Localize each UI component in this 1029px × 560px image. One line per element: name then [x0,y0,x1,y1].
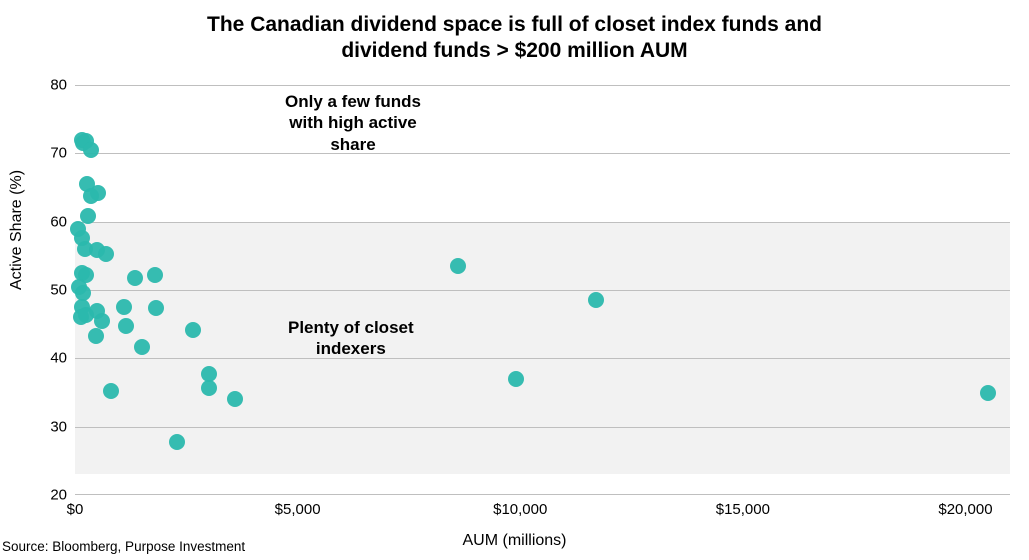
scatter-point [147,267,163,283]
scatter-point [83,188,99,204]
y-tick-label: 20 [50,487,67,504]
gridline [75,358,1010,359]
y-tick-label: 40 [50,350,67,367]
x-tick-label: $5,000 [275,501,321,518]
y-tick-label: 60 [50,213,67,230]
gridline [75,153,1010,154]
scatter-point [103,383,119,399]
scatter-point [88,328,104,344]
source-text: Source: Bloomberg, Purpose Investment [2,539,245,554]
scatter-point [118,318,134,334]
scatter-point [450,258,466,274]
x-tick-label: $0 [67,501,84,518]
y-tick-label: 30 [50,418,67,435]
scatter-point [80,208,96,224]
scatter-point [94,313,110,329]
y-tick-label: 70 [50,145,67,162]
x-tick-label: $20,000 [938,501,992,518]
gridline [75,85,1010,86]
scatter-point [980,385,996,401]
scatter-point [508,371,524,387]
scatter-point [185,322,201,338]
title-line-1: The Canadian dividend space is full of c… [207,13,822,36]
scatter-point [169,434,185,450]
y-tick-label: 80 [50,77,67,94]
x-axis-label: AUM (millions) [463,532,567,550]
scatter-point [78,307,94,323]
chart-container: The Canadian dividend space is full of c… [0,0,1029,560]
gridline [75,290,1010,291]
scatter-point [588,292,604,308]
scatter-point [83,142,99,158]
y-tick-label: 50 [50,282,67,299]
y-axis-label: Active Share (%) [8,170,26,290]
scatter-point [201,380,217,396]
shaded-band [75,222,1010,475]
plot-area: 20304050607080$0$5,000$10,000$15,000$20,… [75,85,1010,495]
scatter-point [134,339,150,355]
scatter-point [116,299,132,315]
x-tick-label: $10,000 [493,501,547,518]
gridline [75,427,1010,428]
title-line-2: dividend funds > $200 million AUM [341,39,687,62]
chart-title: The Canadian dividend space is full of c… [0,0,1029,65]
x-tick-label: $15,000 [716,501,770,518]
scatter-point [148,300,164,316]
scatter-point [227,391,243,407]
gridline [75,222,1010,223]
scatter-point [98,246,114,262]
annotation: Plenty of closetindexers [288,317,414,360]
x-axis-line [75,494,1010,495]
scatter-point [127,270,143,286]
annotation: Only a few fundswith high activeshare [285,91,421,155]
